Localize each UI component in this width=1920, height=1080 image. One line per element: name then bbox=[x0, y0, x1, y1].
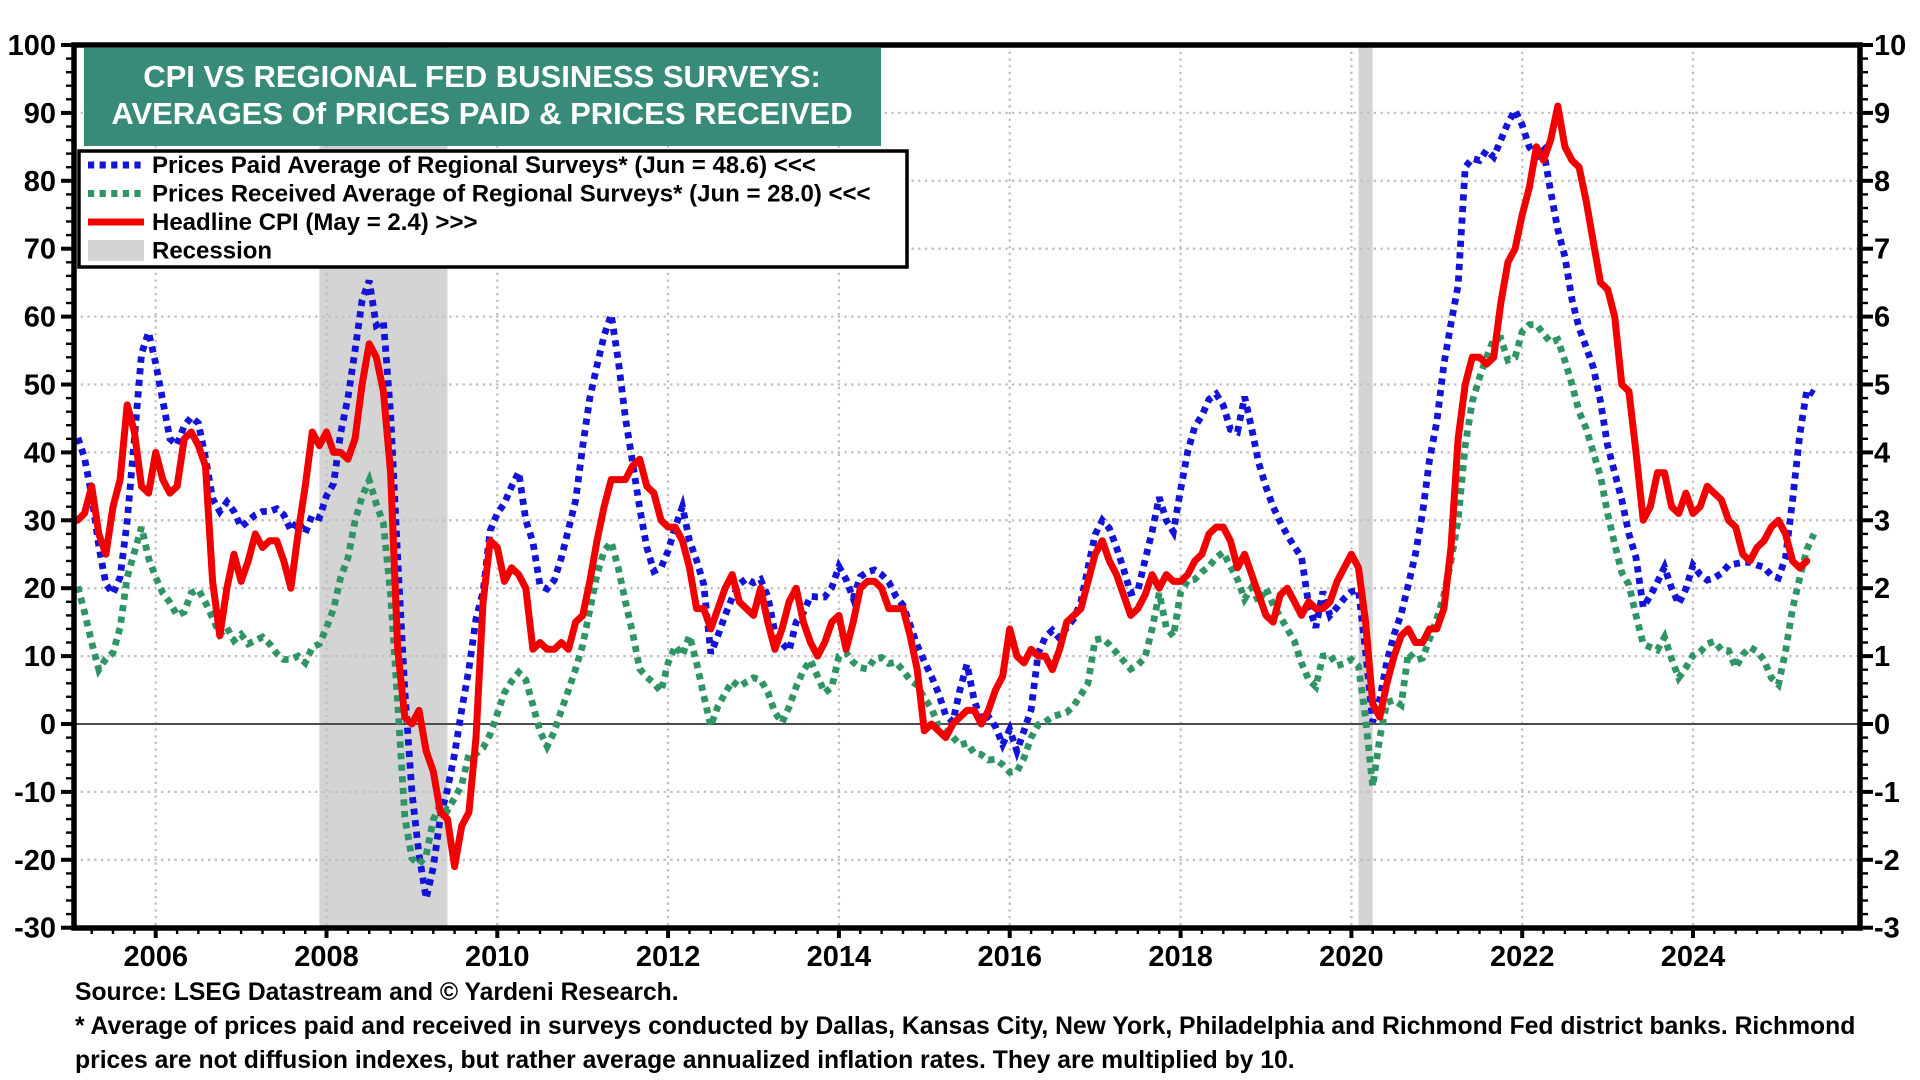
svg-text:4: 4 bbox=[1874, 437, 1890, 469]
svg-text:100: 100 bbox=[8, 30, 56, 62]
svg-text:-2: -2 bbox=[1874, 845, 1900, 877]
svg-text:8: 8 bbox=[1874, 166, 1890, 198]
svg-text:prices are not diffusion index: prices are not diffusion indexes, but ra… bbox=[75, 1047, 1295, 1074]
svg-text:5: 5 bbox=[1874, 370, 1890, 402]
svg-text:2008: 2008 bbox=[294, 941, 359, 973]
svg-text:10: 10 bbox=[24, 641, 56, 673]
svg-text:Source: LSEG Datastream and ©: Source: LSEG Datastream and © Yardeni Re… bbox=[75, 979, 679, 1006]
svg-text:80: 80 bbox=[24, 166, 56, 198]
svg-text:2012: 2012 bbox=[636, 941, 701, 973]
svg-text:Prices Paid Average of Regiona: Prices Paid Average of Regional Surveys*… bbox=[152, 152, 816, 179]
svg-text:CPI VS REGIONAL FED BUSINESS S: CPI VS REGIONAL FED BUSINESS SURVEYS: bbox=[143, 59, 821, 94]
svg-text:2010: 2010 bbox=[465, 941, 530, 973]
svg-text:-20: -20 bbox=[14, 845, 56, 877]
svg-text:2014: 2014 bbox=[807, 941, 872, 973]
svg-text:Recession: Recession bbox=[152, 238, 272, 265]
svg-text:60: 60 bbox=[24, 302, 56, 334]
svg-text:-1: -1 bbox=[1874, 777, 1900, 809]
svg-text:2: 2 bbox=[1874, 573, 1890, 605]
svg-text:-10: -10 bbox=[14, 777, 56, 809]
svg-text:10: 10 bbox=[1874, 30, 1906, 62]
svg-text:-30: -30 bbox=[14, 913, 56, 945]
svg-text:1: 1 bbox=[1874, 641, 1890, 673]
svg-text:0: 0 bbox=[1874, 709, 1890, 741]
svg-text:70: 70 bbox=[24, 234, 56, 266]
svg-text:AVERAGES Of PRICES PAID & PRIC: AVERAGES Of PRICES PAID & PRICES RECEIVE… bbox=[111, 96, 852, 131]
svg-text:50: 50 bbox=[24, 370, 56, 402]
svg-text:3: 3 bbox=[1874, 505, 1890, 537]
svg-text:2020: 2020 bbox=[1319, 941, 1384, 973]
svg-text:0: 0 bbox=[40, 709, 56, 741]
svg-text:-3: -3 bbox=[1874, 913, 1900, 945]
svg-text:2018: 2018 bbox=[1148, 941, 1213, 973]
svg-text:* Average of prices paid and r: * Average of prices paid and received in… bbox=[75, 1013, 1855, 1040]
svg-text:40: 40 bbox=[24, 437, 56, 469]
svg-text:Prices Received Average of Reg: Prices Received Average of Regional Surv… bbox=[152, 181, 871, 208]
svg-text:2024: 2024 bbox=[1661, 941, 1726, 973]
svg-text:9: 9 bbox=[1874, 98, 1890, 130]
svg-text:6: 6 bbox=[1874, 302, 1890, 334]
svg-text:7: 7 bbox=[1874, 234, 1890, 266]
svg-text:2016: 2016 bbox=[977, 941, 1042, 973]
svg-text:90: 90 bbox=[24, 98, 56, 130]
svg-text:2022: 2022 bbox=[1490, 941, 1555, 973]
svg-text:30: 30 bbox=[24, 505, 56, 537]
svg-text:2006: 2006 bbox=[123, 941, 188, 973]
svg-text:20: 20 bbox=[24, 573, 56, 605]
svg-text:Headline CPI (May = 2.4) >>>: Headline CPI (May = 2.4) >>> bbox=[152, 209, 477, 236]
